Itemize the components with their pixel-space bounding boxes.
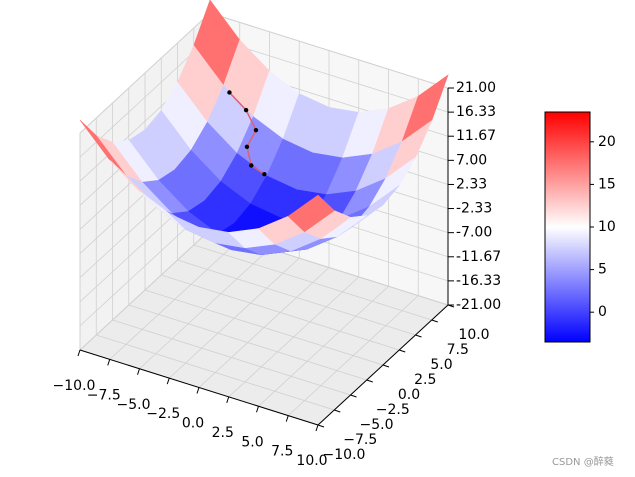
trajectory-point [244, 144, 250, 149]
x-tick [107, 359, 111, 366]
x-tick-label: 7.5 [271, 444, 293, 460]
z-grid-line [209, 12, 449, 89]
y-tick [382, 364, 390, 368]
x-tick-label: 5.0 [241, 434, 263, 450]
y-grid-line [177, 259, 416, 336]
y-tick-label: 7.5 [447, 342, 469, 358]
y-tick-label: 0.0 [398, 387, 420, 403]
z-tick-label: 7.00 [456, 152, 487, 168]
y-tick [334, 409, 341, 413]
y-tick [415, 334, 422, 338]
y-tick [317, 424, 325, 428]
x-tick-label: −7.5 [87, 387, 121, 403]
x-tick [77, 349, 81, 357]
y-grid-line [128, 304, 367, 381]
y-tick-label: −2.5 [376, 402, 410, 418]
colorbar-tick-label: 20 [598, 134, 616, 150]
y-grid-line [144, 289, 384, 366]
z-tick-label: -11.67 [456, 249, 501, 265]
z-tick-label: -21.00 [456, 297, 501, 313]
z-tick-label: 16.33 [456, 104, 496, 120]
y-axis [317, 304, 449, 426]
z-tick-label: 11.67 [456, 128, 496, 144]
colorbar-tick-label: 5 [598, 262, 607, 278]
y-grid-line [112, 319, 351, 396]
y-tick [399, 349, 406, 353]
z-grid-line [209, 36, 449, 113]
z-tick-label: -7.00 [456, 225, 492, 241]
x-tick-label: −10.0 [53, 378, 96, 394]
x-tick [256, 406, 259, 413]
y-tick-label: 10.0 [458, 327, 489, 343]
colorbar-tick-label: 0 [598, 304, 607, 320]
z-tick-label: -2.33 [456, 201, 492, 217]
trajectory-line [228, 91, 265, 175]
y-tick-label: 5.0 [430, 357, 452, 373]
z-grid-line [79, 229, 211, 351]
trajectory-point [262, 172, 267, 177]
watermark: CSDN @醉蕤 [552, 455, 614, 468]
z-tick-label: 2.33 [456, 176, 487, 192]
x-tick [137, 368, 140, 375]
x-tick [315, 424, 319, 432]
x-tick-label: 0.0 [182, 416, 204, 432]
x-tick-label: 10.0 [296, 453, 327, 469]
trajectory-point [249, 163, 254, 168]
x-tick-label: −5.0 [117, 397, 151, 413]
y-tick [366, 379, 373, 383]
x-tick [166, 377, 170, 385]
z-tick-label: 21.00 [456, 80, 496, 96]
y-tick-label: −7.5 [343, 432, 377, 448]
colorbar-tick-label: 15 [598, 176, 616, 192]
x-axis [79, 349, 319, 426]
x-tick [285, 415, 289, 422]
y-tick-label: 2.5 [414, 372, 436, 388]
trajectory-point [253, 127, 259, 133]
y-tick [350, 394, 357, 398]
x-tick-label: 2.5 [212, 425, 234, 441]
x-tick-label: −2.5 [146, 406, 180, 422]
y-grid-line [161, 274, 400, 351]
colorbar-tick-label: 10 [598, 219, 616, 235]
y-grid-line [96, 334, 335, 411]
surface-patch [287, 194, 335, 233]
y-tick-label: −10.0 [323, 447, 366, 463]
y-tick [431, 319, 438, 323]
z-tick-label: -16.33 [456, 273, 501, 289]
z-grid-line [79, 12, 211, 134]
trajectory-point [227, 90, 232, 95]
x-tick [196, 387, 200, 394]
trajectory-point [243, 107, 249, 113]
y-grid-line [193, 244, 432, 321]
colorbar [544, 111, 591, 343]
x-tick [226, 396, 230, 404]
y-tick-label: −5.0 [360, 417, 394, 433]
